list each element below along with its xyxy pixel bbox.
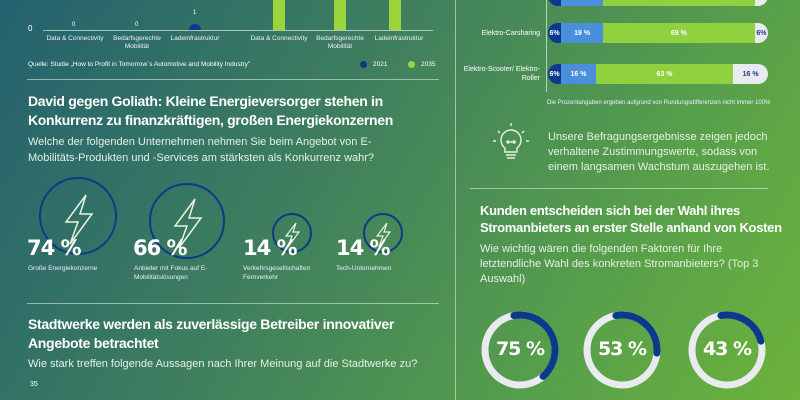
stat-label: Verkehrsgesellschaften Fernverkehr	[243, 265, 311, 281]
x-label: Ladeinfrastruktur	[374, 35, 424, 42]
column-divider	[455, 0, 456, 400]
value-label: 1	[193, 10, 197, 16]
bar-segment	[602, 0, 755, 6]
bar-segment: 6%	[548, 23, 562, 43]
stadtwerke-question: Wie stark treffen folgende Aussagen nach…	[28, 358, 418, 370]
lightning-circle-icon	[149, 183, 225, 259]
bar-2035-data	[273, 0, 285, 30]
bar-segment: 6%	[754, 23, 768, 43]
bar-row-label: Elektro-Scooter/ Elektro-Roller	[463, 66, 540, 82]
donut-chart: 43 %	[687, 310, 767, 390]
competition-header: David gegen Goliath: Kleine Energieverso…	[28, 92, 453, 166]
stat-value: 74 %	[27, 236, 82, 260]
donut-value: 53 %	[597, 338, 647, 360]
x-label: Bedarfsgerechte Mobilität	[113, 35, 161, 50]
stadtwerke-header: Stadtwerke werden als zuverlässige Betre…	[28, 315, 453, 388]
y-axis-zero: 0	[28, 24, 33, 33]
donut-ring	[583, 311, 661, 389]
bar-segment: 69 %	[602, 23, 755, 43]
lightning-circle-icon	[39, 177, 117, 255]
legend-2021: 2021	[360, 61, 387, 68]
legend-dot	[360, 61, 367, 68]
lightbulb-icon	[493, 123, 529, 159]
bar-segment: 16 %	[561, 64, 596, 84]
legend-label: 2021	[373, 61, 388, 68]
bar-segment	[548, 0, 562, 6]
costs-title: Kunden entscheiden sich bei der Wahl ihr…	[480, 203, 782, 235]
donut-ring	[688, 311, 766, 389]
bars-footnote: Die Prozentangaben ergeben aufgrund von …	[547, 100, 771, 106]
bar-segment	[561, 0, 603, 6]
bar-2035-charging	[389, 0, 401, 30]
costs-header: Kunden entscheiden sich bei der Wahl ihr…	[480, 202, 792, 287]
bar-row-label: Elektro-Carsharing	[481, 30, 540, 37]
x-label: Data & Connectivity	[46, 35, 104, 42]
divider	[27, 79, 439, 80]
bar-2021-charging	[189, 24, 201, 30]
stat-value: 14 %	[336, 236, 391, 260]
x-label: Data & Connectivity	[250, 35, 308, 42]
stacked-bar: 6% 19 % 69 % 6%	[548, 23, 768, 43]
stat-value: 14 %	[243, 236, 298, 260]
stat-label: Große Energiekonzerne	[28, 265, 98, 272]
lightning-circle-icon	[363, 213, 403, 253]
baseline	[43, 30, 433, 31]
stat-value: 66 %	[133, 236, 188, 260]
bar-2035-mobility	[334, 0, 346, 30]
stadtwerke-title: Stadtwerke werden als zuverlässige Betre…	[28, 316, 395, 351]
insight-text: Unsere Befragungsergebnisse zeigen jedoc…	[548, 131, 770, 173]
donut-value: 43 %	[702, 338, 752, 360]
stacked-bar: 6% 16 % 63 % 16 %	[548, 64, 768, 84]
competition-title: David gegen Goliath: Kleine Energieverso…	[28, 93, 393, 128]
bar-segment: 6%	[548, 64, 562, 84]
lightning-circle-icon	[272, 213, 312, 253]
competition-icons	[39, 177, 403, 259]
legend-label: 2035	[421, 61, 436, 68]
donut-chart: 75 %	[480, 310, 560, 390]
stat-label: Anbieter mit Fokus auf E-Mobilitätslösun…	[134, 265, 208, 281]
bar-segment: 63 %	[595, 64, 734, 84]
costs-question: Wie wichtig wären die folgenden Faktoren…	[480, 243, 759, 285]
donut-chart: 53 %	[582, 310, 662, 390]
bar-segment: 16 %	[733, 64, 768, 84]
value-label: 0	[135, 22, 139, 28]
value-label: 0	[72, 22, 76, 28]
stacked-bar	[548, 0, 768, 6]
divider	[27, 303, 439, 304]
divider	[470, 188, 768, 189]
stat-label: Tech-Unternehmen	[336, 265, 392, 272]
competition-question: Welche der folgenden Unternehmen nehmen …	[28, 136, 375, 164]
source-note: Quelle: Studie „How to Profit in Tomorro…	[28, 61, 251, 68]
legend-dot	[408, 61, 415, 68]
bars-axis	[546, 0, 547, 92]
donut-ring	[481, 311, 559, 389]
donut-value: 75 %	[495, 338, 545, 360]
bar-segment	[754, 0, 768, 6]
legend-2035: 2035	[408, 61, 435, 68]
bar-segment: 19 %	[561, 23, 603, 43]
y-axis-top: 35	[30, 381, 38, 388]
x-label: Bedarfsgerechte Mobilität	[316, 35, 364, 50]
x-label: Ladeinfrastruktur	[170, 35, 220, 42]
